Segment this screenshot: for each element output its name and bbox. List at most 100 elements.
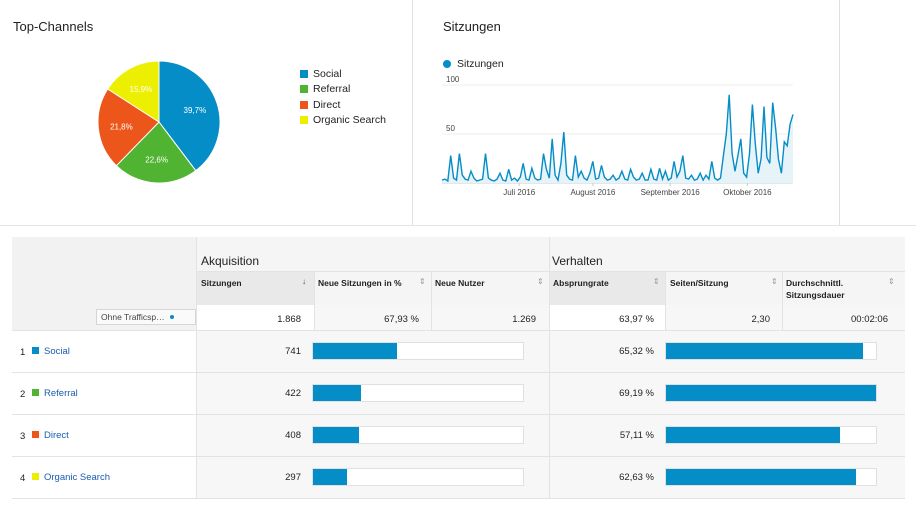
line-legend[interactable]: Sitzungen bbox=[443, 58, 504, 70]
bar-fill bbox=[666, 469, 857, 485]
col-bounce-rate[interactable]: Absprungrate bbox=[553, 278, 609, 288]
section-divider bbox=[0, 225, 916, 226]
channel-link[interactable]: Direct bbox=[44, 430, 69, 441]
series-line[interactable] bbox=[441, 94, 794, 183]
sort-icon[interactable]: ⇕ bbox=[419, 277, 426, 286]
legend-swatch bbox=[300, 116, 308, 125]
pie-slice-organic-search[interactable] bbox=[107, 60, 160, 123]
bar-fill bbox=[666, 385, 876, 401]
channel-swatch bbox=[32, 347, 39, 354]
col-new-sessions-pct[interactable]: Neue Sitzungen in % bbox=[318, 278, 402, 288]
legend-swatch bbox=[300, 100, 308, 109]
channel-swatch bbox=[32, 389, 39, 396]
sorted-column-bg bbox=[196, 271, 314, 305]
row-rule bbox=[12, 330, 905, 331]
pie-data-label: 15,9% bbox=[130, 85, 153, 94]
group-akquisition: Akquisition bbox=[201, 254, 260, 268]
sort-icon[interactable]: ⇕ bbox=[888, 277, 895, 286]
row-sessions: 408 bbox=[285, 430, 301, 441]
pie-chart: 39,7% 22,6% 21,8% 15,9% bbox=[97, 60, 221, 184]
legend-swatch bbox=[300, 85, 308, 94]
legend-item-social[interactable]: Social bbox=[300, 66, 386, 82]
y-tick-label: 50 bbox=[446, 124, 455, 133]
pie-slice-direct[interactable] bbox=[97, 88, 160, 167]
filter-label: Ohne Trafficsp… bbox=[101, 312, 165, 322]
panel-divider bbox=[412, 0, 413, 225]
bounce-bar bbox=[665, 384, 877, 402]
pie-data-label: 39,7% bbox=[184, 106, 207, 115]
legend-item-direct[interactable]: Direct bbox=[300, 97, 386, 113]
totals-sessions-bg bbox=[196, 305, 314, 330]
bar-fill bbox=[313, 343, 397, 359]
panel-divider bbox=[839, 0, 840, 225]
total-new-users: 1.269 bbox=[512, 314, 536, 325]
group-verhalten: Verhalten bbox=[552, 254, 603, 268]
x-tick-label: Oktober 2016 bbox=[723, 188, 772, 197]
total-new-pct: 67,93 % bbox=[384, 314, 419, 325]
row-rule bbox=[196, 271, 905, 272]
sort-icon[interactable]: ⇕ bbox=[653, 277, 660, 286]
legend-item-organic-search[interactable]: Organic Search bbox=[300, 113, 386, 129]
channel-swatch bbox=[32, 473, 39, 480]
legend-item-referral[interactable]: Referral bbox=[300, 82, 386, 98]
row-rank: 1 bbox=[20, 347, 26, 358]
col-pages-per-session[interactable]: Seiten/Sitzung bbox=[670, 278, 729, 288]
col-rule bbox=[314, 271, 315, 330]
bar-fill bbox=[666, 427, 841, 443]
legend-swatch bbox=[300, 69, 308, 78]
row-sessions: 422 bbox=[285, 388, 301, 399]
row-rank: 3 bbox=[20, 431, 26, 442]
row-rule bbox=[12, 498, 905, 499]
total-duration: 00:02:06 bbox=[851, 314, 888, 325]
bar-fill bbox=[313, 427, 360, 443]
col-avg-duration[interactable]: Durchschnittl. Sitzungsdauer bbox=[786, 278, 845, 300]
bar-fill bbox=[313, 469, 347, 485]
pie-data-label: 21,8% bbox=[110, 122, 133, 131]
pie-slice-social[interactable] bbox=[158, 60, 221, 172]
bounce-bar bbox=[665, 426, 877, 444]
sort-icon[interactable]: ⇕ bbox=[537, 277, 544, 286]
row-sessions: 297 bbox=[285, 472, 301, 483]
new-sessions-bar bbox=[312, 342, 524, 360]
total-pages: 2,30 bbox=[751, 314, 771, 325]
channel-link[interactable]: Social bbox=[44, 346, 70, 357]
col-rule bbox=[549, 237, 550, 499]
sort-icon[interactable]: ⇕ bbox=[771, 277, 778, 286]
sessions-line-chart: 50 100 Juli 2016 August 2016 September 2016 O… bbox=[441, 75, 794, 197]
x-tick-label: September 2016 bbox=[641, 188, 701, 197]
series-dot bbox=[443, 60, 451, 68]
line-panel-title: Sitzungen bbox=[443, 19, 501, 34]
legend-label: Direct bbox=[313, 98, 341, 111]
bar-fill bbox=[666, 343, 864, 359]
pie-slice-referral[interactable] bbox=[115, 121, 197, 184]
col-new-users[interactable]: Neue Nutzer bbox=[435, 278, 485, 288]
y-tick-label: 100 bbox=[446, 75, 460, 84]
col-rule bbox=[431, 271, 432, 330]
area-fill bbox=[442, 94, 793, 183]
bounce-bar bbox=[665, 468, 877, 486]
segment-filter-button[interactable]: Ohne Trafficsp… bbox=[96, 309, 196, 325]
channel-link[interactable]: Referral bbox=[44, 388, 78, 399]
col-sessions[interactable]: Sitzungen bbox=[201, 278, 242, 288]
row-bounce: 65,32 % bbox=[619, 346, 654, 357]
new-sessions-bar bbox=[312, 468, 524, 486]
row-rank: 2 bbox=[20, 389, 26, 400]
pie-data-label: 22,6% bbox=[145, 156, 168, 165]
row-rule bbox=[12, 414, 905, 415]
legend-label: Referral bbox=[313, 83, 351, 96]
col-rule bbox=[665, 271, 666, 330]
row-sessions: 741 bbox=[285, 346, 301, 357]
bounce-bar bbox=[665, 342, 877, 360]
col-rule bbox=[196, 237, 197, 499]
row-rank: 4 bbox=[20, 473, 26, 484]
channel-swatch bbox=[32, 431, 39, 438]
new-sessions-bar bbox=[312, 426, 524, 444]
bounce-column-bg bbox=[549, 271, 665, 305]
line-legend-label: Sitzungen bbox=[457, 58, 504, 70]
channel-link[interactable]: Organic Search bbox=[44, 472, 111, 483]
x-tick-label: August 2016 bbox=[570, 188, 615, 197]
legend-label: Social bbox=[313, 67, 342, 80]
sort-desc-icon[interactable]: ↓ bbox=[302, 277, 306, 286]
row-bounce: 57,11 % bbox=[619, 430, 654, 441]
bar-fill bbox=[313, 385, 362, 401]
